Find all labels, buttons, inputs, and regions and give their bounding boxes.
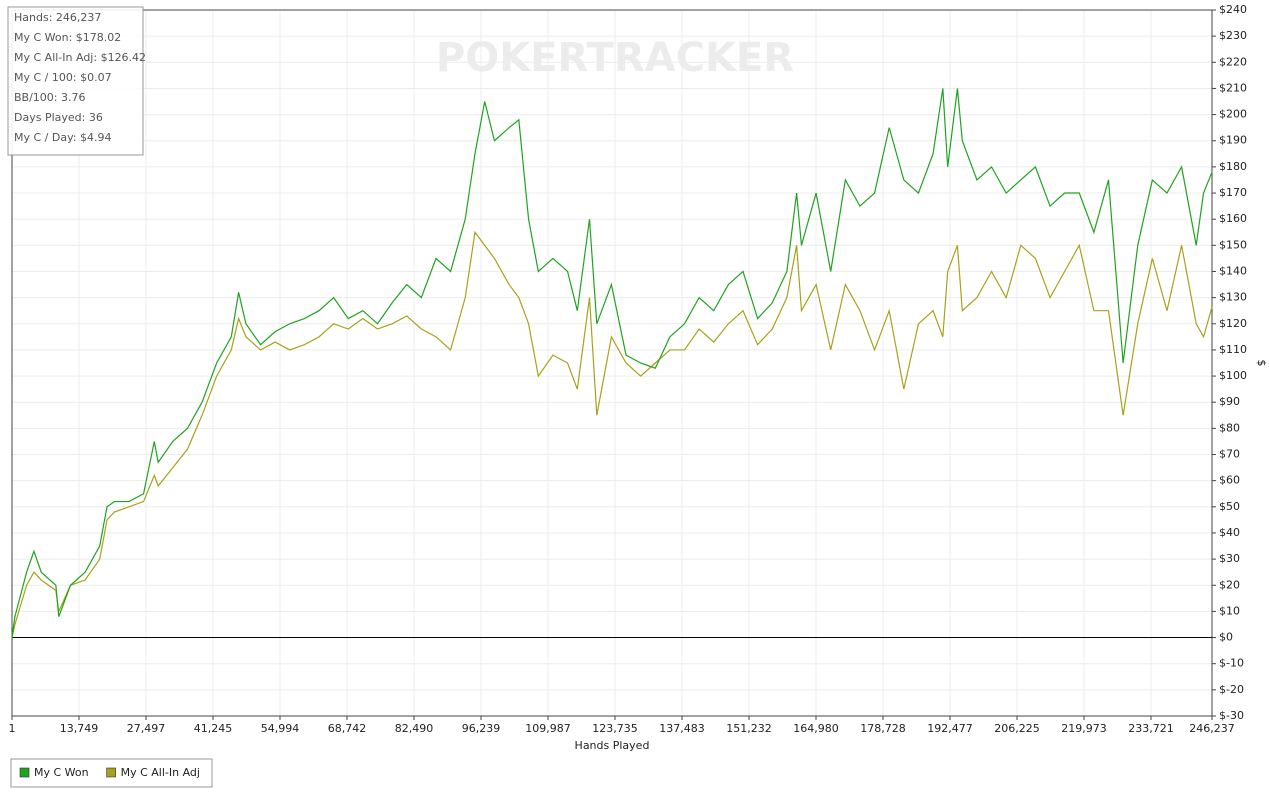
series-line xyxy=(11,230,1213,638)
stats-line: Hands: 246,237 xyxy=(14,11,101,24)
y-tick-label: $90 xyxy=(1219,395,1240,408)
x-tick-label: 206,225 xyxy=(994,722,1040,735)
y-tick-label: $120 xyxy=(1219,317,1247,330)
x-tick-label: 164,980 xyxy=(793,722,839,735)
y-tick-label: $80 xyxy=(1219,421,1240,434)
y-tick-label: $130 xyxy=(1219,291,1247,304)
legend-label: My C All-In Adj xyxy=(121,766,200,779)
stats-line: My C / Day: $4.94 xyxy=(14,131,112,144)
stats-box-bg xyxy=(7,6,144,156)
y-tick-label: $70 xyxy=(1219,448,1240,461)
y-tick-label: $50 xyxy=(1219,500,1240,513)
legend: My C Won My C All-In Adj xyxy=(10,758,213,788)
y-tick-label: $30 xyxy=(1219,552,1240,565)
y-tick-label: $190 xyxy=(1219,134,1247,147)
y-tick-label: $110 xyxy=(1219,343,1247,356)
x-tick-label: 233,721 xyxy=(1128,722,1174,735)
legend-swatch xyxy=(19,767,30,778)
y-tick-label: $40 xyxy=(1219,526,1240,539)
y-tick-label: $-30 xyxy=(1219,709,1244,722)
stats-line: My C / 100: $0.07 xyxy=(14,71,112,84)
y-tick-label: $0 xyxy=(1219,631,1233,644)
y-tick-label: $20 xyxy=(1219,578,1240,591)
y-tick-label: $-20 xyxy=(1219,683,1244,696)
x-tick-label: 27,497 xyxy=(127,722,166,735)
y-tick-label: $200 xyxy=(1219,108,1247,121)
stats-line: Days Played: 36 xyxy=(14,111,103,124)
y-tick-label: $140 xyxy=(1219,264,1247,277)
y-axis-label: $ xyxy=(1255,360,1268,367)
legend-swatch xyxy=(106,767,116,778)
x-tick-label: 219,973 xyxy=(1061,722,1107,735)
x-tick-label: 109,987 xyxy=(525,722,571,735)
y-tick-label: $-10 xyxy=(1219,657,1244,670)
y-tick-label: $150 xyxy=(1219,238,1247,251)
y-tick-label: $240 xyxy=(1219,3,1247,16)
y-tick-label: $10 xyxy=(1219,604,1240,617)
x-tick-label: 137,483 xyxy=(659,722,705,735)
series-line xyxy=(11,88,1213,638)
stats-box: Hands: 246,237 My C Won: $178.02 My C All-… xyxy=(7,6,146,156)
x-axis-label: Hands Played xyxy=(575,739,650,752)
x-tick-label: 96,239 xyxy=(462,722,501,735)
y-tick-label: $170 xyxy=(1219,186,1247,199)
plot-border xyxy=(11,9,1213,717)
x-tick-label: 151,232 xyxy=(726,722,772,735)
stats-line: My C Won: $178.02 xyxy=(14,31,121,44)
stats-line: My C All-In Adj: $126.42 xyxy=(14,51,146,64)
y-tick-label: $210 xyxy=(1219,81,1247,94)
x-tick-label: 1 xyxy=(9,722,16,735)
x-tick-label: 82,490 xyxy=(395,722,434,735)
x-tick-label: 41,245 xyxy=(194,722,233,735)
x-tick-label: 68,742 xyxy=(328,722,367,735)
x-tick-label: 246,237 xyxy=(1189,722,1235,735)
x-tick-label: 54,994 xyxy=(261,722,300,735)
y-tick-label: $100 xyxy=(1219,369,1247,382)
x-tick-label: 123,735 xyxy=(592,722,638,735)
y-tick-label: $160 xyxy=(1219,212,1247,225)
y-tick-label: $220 xyxy=(1219,55,1247,68)
y-tick-label: $60 xyxy=(1219,474,1240,487)
x-tick-label: 192,477 xyxy=(927,722,973,735)
legend-label: My C Won xyxy=(34,766,89,779)
x-tick-label: 178,728 xyxy=(860,722,906,735)
x-tick-label: 13,749 xyxy=(60,722,99,735)
y-tick-label: $230 xyxy=(1219,29,1247,42)
stats-line: BB/100: 3.76 xyxy=(14,91,86,104)
y-tick-label: $180 xyxy=(1219,160,1247,173)
